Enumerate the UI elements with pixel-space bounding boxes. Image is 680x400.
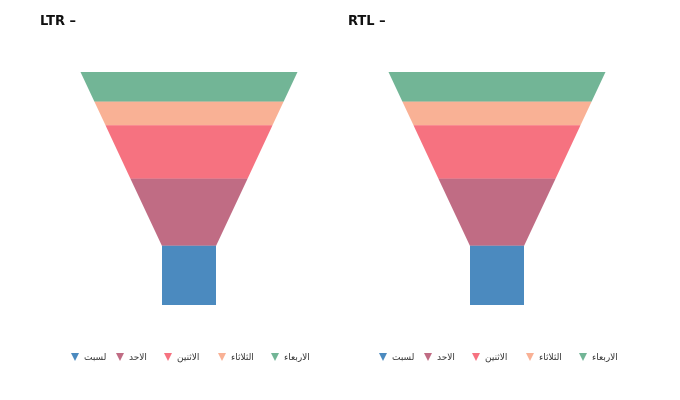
funnel-segment[interactable] [388, 72, 606, 102]
funnel-panel-rtl: RTL – لسبت الاحد الاثنين الثلاثاء الاربعاء [308, 0, 648, 400]
legend-label: الاثنين [177, 353, 199, 363]
funnel-segment[interactable] [80, 72, 298, 102]
funnel-segment[interactable] [161, 245, 217, 305]
legend-item[interactable]: لسبت [379, 353, 414, 363]
funnel-panel-ltr: LTR – لسبت الاحد الاثنين الثلاثاء الاربعاء [40, 14, 310, 363]
funnel-chart-ltr: لسبت الاحد الاثنين الثلاثاء الاربعاء [71, 72, 310, 363]
funnel-segment[interactable] [130, 178, 248, 246]
funnel-segment[interactable] [413, 125, 581, 179]
legend-label: لسبت [392, 353, 414, 363]
legend-item[interactable]: الاثنين [472, 353, 507, 363]
legend-item[interactable]: الاربعاء [579, 353, 618, 363]
legend-marker [271, 353, 279, 361]
legend-item[interactable]: لسبت [71, 353, 106, 363]
funnel-segment[interactable] [402, 101, 592, 126]
legend-item[interactable]: الثلاثاء [218, 353, 254, 363]
chart-title-ltr: LTR – [40, 14, 77, 29]
funnel-segment[interactable] [469, 245, 525, 305]
legend-marker [579, 353, 587, 361]
legend-marker [218, 353, 226, 361]
legend-item[interactable]: الاحد [424, 353, 455, 363]
legend-marker [424, 353, 432, 361]
legend-label: الثلاثاء [231, 353, 254, 363]
legend-label: لسبت [84, 353, 106, 363]
legend-marker [164, 353, 172, 361]
legend-label: الاربعاء [592, 353, 618, 363]
legend-label: الاثنين [485, 353, 507, 363]
funnel-segment[interactable] [438, 178, 556, 246]
funnel-segment[interactable] [105, 125, 273, 179]
legend-marker [472, 353, 480, 361]
funnel-chart-rtl: لسبت الاحد الاثنين الثلاثاء الاربعاء [379, 72, 618, 363]
legend-label: الاحد [437, 353, 455, 363]
legend-marker [379, 353, 387, 361]
legend-label: الاحد [129, 353, 147, 363]
legend-item[interactable]: الاحد [116, 353, 147, 363]
legend-label: الثلاثاء [539, 353, 562, 363]
legend-item[interactable]: الثلاثاء [526, 353, 562, 363]
funnel-segment[interactable] [94, 101, 284, 126]
legend-marker [526, 353, 534, 361]
legend-item[interactable]: الاثنين [164, 353, 199, 363]
legend-label: الاربعاء [284, 353, 310, 363]
legend-marker [116, 353, 124, 361]
legend-marker [71, 353, 79, 361]
chart-title-rtl: RTL – [348, 14, 386, 29]
legend-item[interactable]: الاربعاء [271, 353, 310, 363]
